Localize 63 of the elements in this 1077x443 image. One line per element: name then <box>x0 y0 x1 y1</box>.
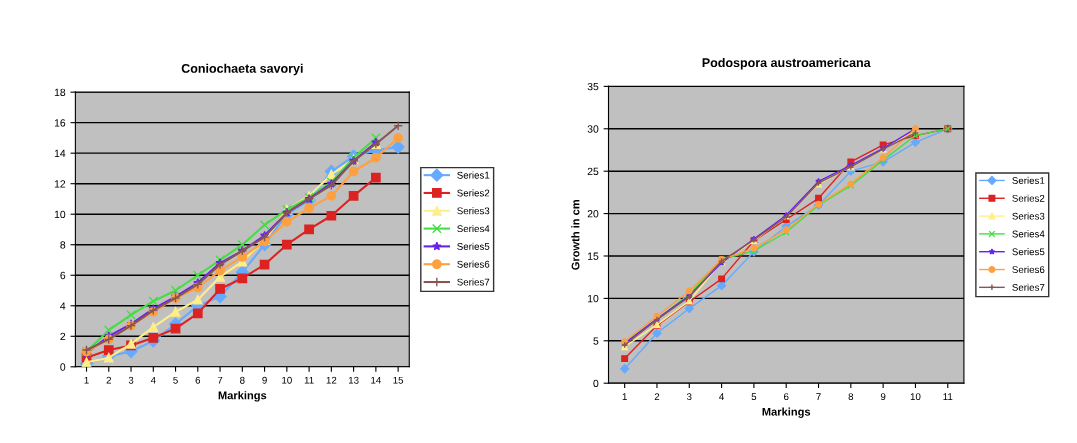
x-tick-label: 7 <box>816 393 821 400</box>
chart-title: Podospora austroamericana <box>702 57 871 70</box>
y-tick-label: 12 <box>54 180 66 188</box>
x-tick-label: 3 <box>686 393 692 401</box>
y-tick-label: 30 <box>587 125 599 133</box>
legend-label: Series7 <box>1012 283 1045 291</box>
y-tick-label: 5 <box>593 337 599 345</box>
x-tick-label: 11 <box>304 376 314 384</box>
x-tick-label: 11 <box>943 393 953 400</box>
y-tick-label: 10 <box>54 210 66 219</box>
x-tick-label: 8 <box>848 393 854 401</box>
legend-label: Series1 <box>1012 176 1045 184</box>
legend-label: Series1 <box>457 171 490 179</box>
x-tick-label: 8 <box>240 376 245 384</box>
x-tick-label: 1 <box>622 393 627 400</box>
y-axis-title: Growth in cm <box>571 199 580 270</box>
y-tick-label: 4 <box>60 302 66 310</box>
legend-label: Series2 <box>457 189 490 197</box>
y-tick-label: 2 <box>60 332 66 341</box>
y-tick-label: 10 <box>587 294 599 303</box>
legend-label: Series3 <box>457 207 490 215</box>
x-tick-label: 6 <box>784 393 789 401</box>
x-tick-label: 13 <box>348 376 359 384</box>
legend-label: Series4 <box>1012 230 1045 238</box>
x-tick-label: 4 <box>719 393 725 400</box>
chart-title: Coniochaeta savoryi <box>181 63 303 76</box>
y-tick-label: 16 <box>54 119 66 127</box>
legend-label: Series3 <box>1012 212 1045 220</box>
y-tick-label: 6 <box>60 271 66 280</box>
legend-label: Series6 <box>457 260 490 268</box>
x-axis-title: Markings <box>218 391 267 402</box>
x-tick-label: 10 <box>282 376 292 384</box>
y-tick-label: 14 <box>54 149 66 157</box>
x-tick-label: 5 <box>173 376 178 384</box>
legend-label: Series5 <box>1012 248 1045 256</box>
legend-label: Series2 <box>1012 194 1045 202</box>
y-tick-label: 15 <box>587 252 599 260</box>
x-axis-title: Markings <box>762 407 811 418</box>
y-tick-label: 8 <box>60 241 66 249</box>
x-tick-label: 14 <box>371 376 381 384</box>
x-tick-label: 5 <box>751 393 757 401</box>
x-tick-label: 10 <box>910 393 921 401</box>
x-tick-label: 9 <box>880 393 886 401</box>
y-tick-label: 35 <box>587 82 599 91</box>
legend-label: Series4 <box>457 224 490 233</box>
x-tick-label: 7 <box>217 376 223 384</box>
x-tick-label: 3 <box>128 376 134 384</box>
x-tick-label: 4 <box>150 376 156 384</box>
x-tick-label: 2 <box>106 376 111 384</box>
y-tick-label: 0 <box>60 363 66 371</box>
y-tick-label: 18 <box>54 88 66 97</box>
legend-label: Series6 <box>1012 265 1045 274</box>
y-tick-label: 25 <box>587 167 599 176</box>
legend-label: Series7 <box>457 278 490 286</box>
x-tick-label: 15 <box>393 376 404 384</box>
y-tick-label: 20 <box>587 210 599 218</box>
x-tick-label: 9 <box>262 376 267 384</box>
y-tick-label: 0 <box>593 379 599 388</box>
legend-label: Series5 <box>457 242 490 250</box>
x-tick-label: 6 <box>195 376 201 384</box>
x-tick-label: 12 <box>326 376 337 384</box>
x-tick-label: 2 <box>654 393 660 400</box>
x-tick-label: 1 <box>84 376 89 384</box>
